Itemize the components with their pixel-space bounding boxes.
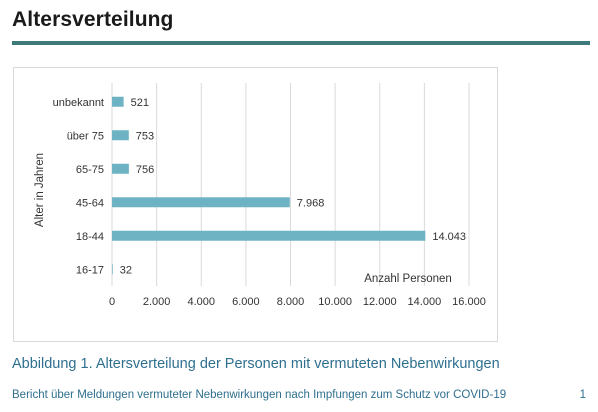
- bar: [112, 230, 426, 241]
- category-label: über 75: [67, 130, 104, 142]
- page-footer: Bericht über Meldungen vermuteter Nebenw…: [12, 389, 590, 401]
- bars: [112, 96, 426, 275]
- category-label: 18-44: [76, 231, 104, 243]
- bar: [112, 130, 129, 141]
- data-label: 521: [131, 97, 149, 109]
- y-axis-title: Alter in Jahren: [34, 153, 46, 227]
- page-title: Altersverteilung: [12, 8, 174, 31]
- x-axis-title: Anzahl Personen: [364, 273, 452, 285]
- category-label: 45-64: [76, 197, 104, 209]
- x-tick-label: 2.000: [143, 296, 171, 308]
- x-tick-label: 14.000: [408, 296, 442, 308]
- x-tick-label: 10.000: [318, 296, 352, 308]
- data-label: 14.043: [432, 231, 466, 243]
- category-label: 65-75: [76, 164, 104, 176]
- x-tick-label: 6.000: [232, 296, 260, 308]
- data-label: 756: [136, 164, 154, 176]
- bar: [112, 264, 113, 275]
- grid-lines: [111, 83, 470, 286]
- bar: [112, 163, 129, 174]
- x-tick-label: 0: [109, 296, 115, 308]
- figure-caption: Abbildung 1. Altersverteilung der Person…: [12, 356, 500, 372]
- bar: [112, 197, 290, 208]
- chart-frame: 0 2.000 4.000 6.000 8.000 10.000 12.000 14.000 1…: [13, 67, 498, 342]
- bar: [112, 96, 124, 107]
- x-tick-label: 16.000: [452, 296, 486, 308]
- category-label: 16-17: [76, 264, 104, 276]
- title-rule: [12, 41, 590, 45]
- data-label: 32: [120, 264, 132, 276]
- bar-chart: 0 2.000 4.000 6.000 8.000 10.000 12.000 14.000 1…: [34, 83, 486, 308]
- footer-text: Bericht über Meldungen vermuteter Nebenw…: [12, 389, 507, 401]
- x-tick-label: 8.000: [277, 296, 305, 308]
- data-label: 753: [136, 130, 154, 142]
- x-tick-label: 4.000: [187, 296, 215, 308]
- labels: 0 2.000 4.000 6.000 8.000 10.000 12.000 14.000 1…: [34, 97, 486, 308]
- data-label: 7.968: [297, 197, 325, 209]
- page-number: 1: [579, 389, 586, 401]
- category-label: unbekannt: [53, 97, 104, 109]
- x-tick-label: 12.000: [363, 296, 397, 308]
